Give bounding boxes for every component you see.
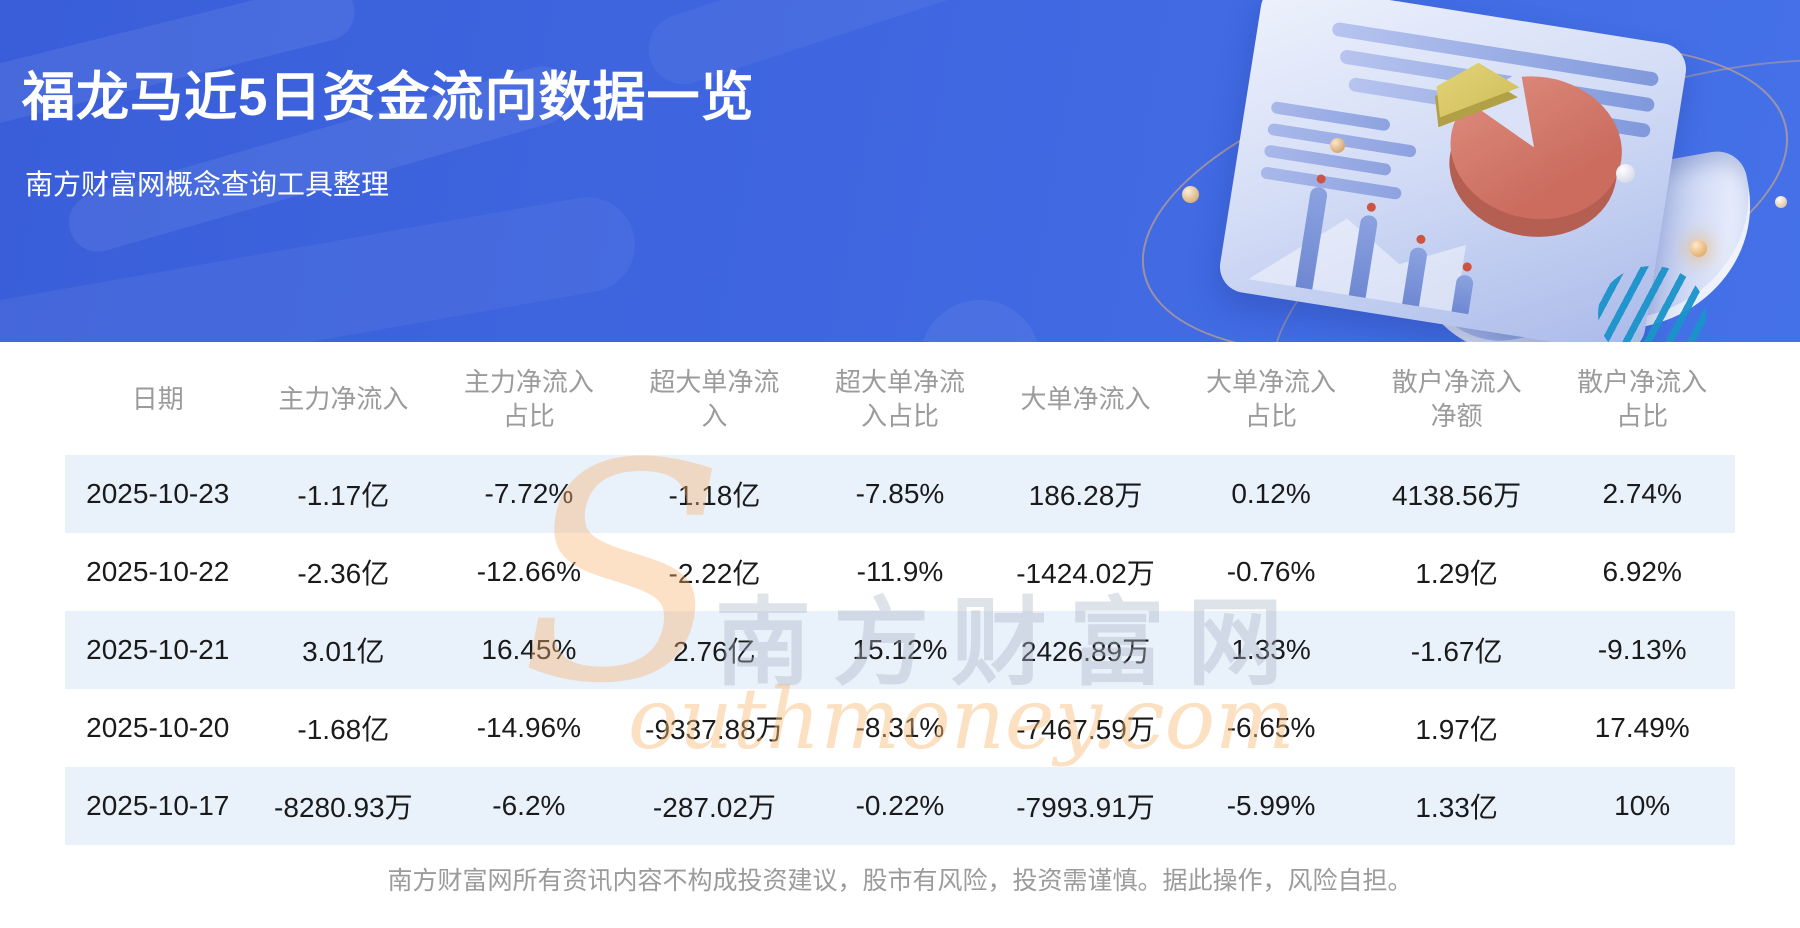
table-cell: -7.72% [484, 478, 574, 509]
table-cell: 2.76亿 [673, 636, 756, 667]
table-cell: 1.29亿 [1415, 558, 1498, 589]
orbit-sphere [1616, 164, 1635, 183]
table-cell: -1424.02万 [1016, 558, 1155, 589]
column-header: 散户净流入 净额 [1391, 366, 1522, 431]
table-cell: 4138.56万 [1391, 480, 1522, 511]
table-cell: 2426.89万 [1020, 636, 1151, 667]
table-cell: -5.99% [1226, 790, 1316, 821]
orbit-sphere [1182, 186, 1199, 203]
table-cell: 2025-10-17 [86, 790, 230, 821]
table-cell: 17.49% [1594, 712, 1690, 743]
table-cell: -1.17亿 [297, 480, 390, 511]
table-row: 2025-10-20 -1.68亿 -14.96% -9337.88万 -8.31% -7… [65, 689, 1735, 767]
column-header: 超大单净流入 [649, 366, 780, 431]
table-cell: 10% [1614, 790, 1671, 821]
table-cell: 2025-10-22 [86, 556, 230, 587]
disclaimer-text: 南方财富网所有资讯内容不构成投资建议，股市有风险，投资需谨慎。据此操作，风险自担… [387, 867, 1413, 895]
column-header: 散户净流入 占比 [1577, 366, 1708, 431]
table-cell: 2025-10-20 [86, 712, 230, 743]
orbit-sphere [1330, 138, 1345, 153]
fund-flow-table: 日期 主力净流入 主力净流入 占比 超大单净流入超大单净流 入占比 大单净流入 大单净流入 占比… [65, 342, 1735, 845]
table-cell: 1.33亿 [1415, 792, 1498, 823]
column-header: 主力净流入 占比 [463, 366, 594, 431]
table-cell: 2025-10-23 [86, 478, 230, 509]
page-title: 福龙马近5日资金流向数据一览 [22, 68, 755, 127]
table-cell: -7.85% [855, 478, 945, 509]
table-cell: -6.65% [1226, 712, 1316, 743]
table-cell: -287.02万 [652, 792, 776, 823]
table-cell: 186.28万 [1028, 480, 1143, 511]
table-cell: -1.67亿 [1410, 636, 1503, 667]
banner: 福龙马近5日资金流向数据一览 南方财富网概念查询工具整理 [0, 0, 1800, 342]
table-cell: 0.12% [1231, 478, 1311, 509]
fund-flow-table-section: 日期 主力净流入 主力净流入 占比 超大单净流入超大单净流 入占比 大单净流入 大单净流入 占比… [0, 342, 1800, 845]
page-subtitle: 南方财富网概念查询工具整理 [25, 169, 390, 200]
table-cell: -7467.59万 [1016, 714, 1155, 745]
table-cell: -14.96% [476, 712, 582, 743]
table-cell: 1.97亿 [1415, 714, 1498, 745]
pie-chart-icon [1437, 64, 1635, 249]
column-header: 日期 [131, 383, 184, 414]
orbit-sphere [1775, 196, 1787, 208]
table-cell: -2.36亿 [297, 558, 390, 589]
orbit-sphere [1690, 240, 1707, 257]
column-header: 超大单净流 入占比 [834, 366, 965, 431]
table-row: 2025-10-23 -1.17亿 -7.72% -1.18亿 -7.85% 186.28… [65, 455, 1735, 533]
table-body: 2025-10-23 -1.17亿 -7.72% -1.18亿 -7.85% 186.28… [65, 455, 1735, 845]
table-cell: -8280.93万 [274, 792, 413, 823]
table-row: 2025-10-17 -8280.93万 -6.2% -287.02万 -0.22% -7… [65, 767, 1735, 845]
striped-circle-decoration [1598, 266, 1706, 342]
table-cell: -0.22% [855, 790, 945, 821]
table-cell: 1.33% [1231, 634, 1311, 665]
table-cell: -12.66% [476, 556, 582, 587]
table-cell: 2.74% [1602, 478, 1682, 509]
table-row: 2025-10-21 3.01亿 16.45% 2.76亿 15.12% 2426.89万… [65, 611, 1735, 689]
column-header: 大单净流入 [1020, 383, 1151, 414]
table-cell: -11.9% [856, 556, 944, 587]
table-cell: -1.68亿 [297, 714, 390, 745]
table-cell: 16.45% [481, 634, 577, 665]
table-cell: 6.92% [1602, 556, 1682, 587]
table-cell: -0.76% [1226, 556, 1316, 587]
table-row: 2025-10-22 -2.36亿 -12.66% -2.22亿 -11.9% -1424… [65, 533, 1735, 611]
table-cell: -9.13% [1597, 634, 1687, 665]
table-cell: -9337.88万 [645, 714, 784, 745]
table-cell: -6.2% [492, 790, 566, 821]
banner-circle-decoration [920, 300, 1040, 342]
table-cell: 15.12% [852, 634, 948, 665]
table-cell: 3.01亿 [302, 636, 385, 667]
column-header: 主力净流入 [278, 383, 409, 414]
table-cell: -7993.91万 [1016, 792, 1155, 823]
column-header: 大单净流入 占比 [1206, 366, 1337, 431]
table-cell: -1.18亿 [668, 480, 761, 511]
table-cell: 2025-10-21 [86, 634, 230, 665]
table-cell: -8.31% [855, 712, 945, 743]
table-cell: -2.22亿 [668, 558, 761, 589]
table-header-row: 日期 主力净流入 主力净流入 占比 超大单净流入超大单净流 入占比 大单净流入 大单净流入 占比… [65, 342, 1735, 455]
